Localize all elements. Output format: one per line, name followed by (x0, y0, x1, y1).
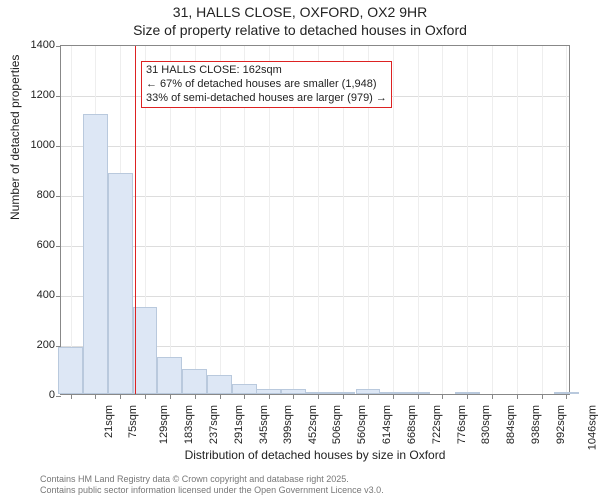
x-tick-label: 776sqm (456, 405, 468, 444)
histogram-bar (83, 114, 108, 394)
marker-line (135, 46, 136, 394)
x-tick-label: 830sqm (480, 405, 492, 444)
y-tick-mark (56, 296, 61, 297)
histogram-bar (455, 392, 480, 394)
x-tick-mark (269, 394, 270, 399)
x-tick-mark (71, 394, 72, 399)
footer-attribution: Contains HM Land Registry data © Crown c… (40, 474, 585, 496)
x-tick-mark (293, 394, 294, 399)
x-tick-mark (343, 394, 344, 399)
x-tick-mark (418, 394, 419, 399)
y-tick-mark (56, 396, 61, 397)
histogram-bar (108, 173, 133, 394)
histogram-bar (207, 375, 232, 394)
x-tick-label: 183sqm (183, 405, 195, 444)
gridline-v (393, 46, 394, 394)
y-tick-mark (56, 246, 61, 247)
y-tick-label: 1000 (0, 139, 55, 151)
plot-area: 31 HALLS CLOSE: 162sqm ← 67% of detached… (60, 45, 570, 395)
histogram-bar (331, 392, 356, 394)
histogram-bar (380, 392, 405, 394)
y-tick-mark (56, 46, 61, 47)
chart-container: 31, HALLS CLOSE, OXFORD, OX2 9HR Size of… (0, 0, 600, 500)
y-tick-mark (56, 96, 61, 97)
x-tick-mark (517, 394, 518, 399)
x-tick-label: 291sqm (233, 405, 245, 444)
x-tick-mark (467, 394, 468, 399)
x-tick-label: 668sqm (406, 405, 418, 444)
x-tick-mark (566, 394, 567, 399)
x-tick-label: 1046sqm (586, 405, 598, 450)
x-tick-label: 129sqm (158, 405, 170, 444)
x-tick-label: 75sqm (127, 405, 139, 438)
x-tick-mark (244, 394, 245, 399)
x-tick-mark (95, 394, 96, 399)
x-tick-label: 992sqm (555, 405, 567, 444)
y-tick-label: 400 (0, 289, 55, 301)
x-tick-label: 560sqm (356, 405, 368, 444)
annotation-line-1: 31 HALLS CLOSE: 162sqm (146, 64, 387, 78)
footer-line-2: Contains public sector information licen… (40, 485, 585, 496)
x-tick-mark (170, 394, 171, 399)
annotation-box: 31 HALLS CLOSE: 162sqm ← 67% of detached… (141, 61, 392, 108)
gridline-v (418, 46, 419, 394)
histogram-bar (58, 347, 83, 395)
histogram-bar (256, 389, 281, 394)
x-tick-label: 722sqm (431, 405, 443, 444)
y-tick-label: 1400 (0, 39, 55, 51)
histogram-bar (356, 389, 381, 394)
x-tick-mark (318, 394, 319, 399)
chart-title-2: Size of property relative to detached ho… (0, 22, 600, 38)
gridline-v (566, 46, 567, 394)
x-tick-mark (542, 394, 543, 399)
histogram-bar (157, 357, 182, 395)
x-tick-label: 237sqm (208, 405, 220, 444)
annotation-line-3: 33% of semi-detached houses are larger (… (146, 92, 387, 106)
x-tick-label: 452sqm (307, 405, 319, 444)
y-tick-label: 0 (0, 389, 55, 401)
x-axis-label: Distribution of detached houses by size … (60, 448, 570, 462)
annotation-line-2: ← 67% of detached houses are smaller (1,… (146, 78, 387, 92)
x-tick-label: 938sqm (530, 405, 542, 444)
histogram-bar (405, 392, 430, 394)
gridline-v (517, 46, 518, 394)
footer-line-1: Contains HM Land Registry data © Crown c… (40, 474, 585, 485)
gridline-v (542, 46, 543, 394)
x-tick-mark (120, 394, 121, 399)
y-tick-mark (56, 146, 61, 147)
y-tick-mark (56, 196, 61, 197)
gridline-v (492, 46, 493, 394)
y-tick-label: 800 (0, 189, 55, 201)
x-tick-mark (393, 394, 394, 399)
histogram-bar (306, 392, 331, 395)
x-tick-label: 345sqm (258, 405, 270, 444)
histogram-bar (281, 389, 306, 394)
gridline-v (71, 46, 72, 394)
x-tick-mark (145, 394, 146, 399)
x-tick-mark (492, 394, 493, 399)
x-tick-label: 884sqm (505, 405, 517, 444)
histogram-bar (232, 384, 257, 394)
gridline-v (442, 46, 443, 394)
y-tick-label: 1200 (0, 89, 55, 101)
x-tick-mark (442, 394, 443, 399)
y-tick-label: 600 (0, 239, 55, 251)
x-tick-mark (195, 394, 196, 399)
chart-title-1: 31, HALLS CLOSE, OXFORD, OX2 9HR (0, 4, 600, 20)
x-tick-label: 614sqm (381, 405, 393, 444)
histogram-bar (182, 369, 207, 394)
x-tick-mark (368, 394, 369, 399)
x-tick-label: 399sqm (282, 405, 294, 444)
y-tick-label: 200 (0, 339, 55, 351)
x-tick-label: 506sqm (332, 405, 344, 444)
histogram-bar (554, 392, 579, 394)
gridline-v (467, 46, 468, 394)
x-tick-mark (220, 394, 221, 399)
x-tick-label: 21sqm (103, 405, 115, 438)
